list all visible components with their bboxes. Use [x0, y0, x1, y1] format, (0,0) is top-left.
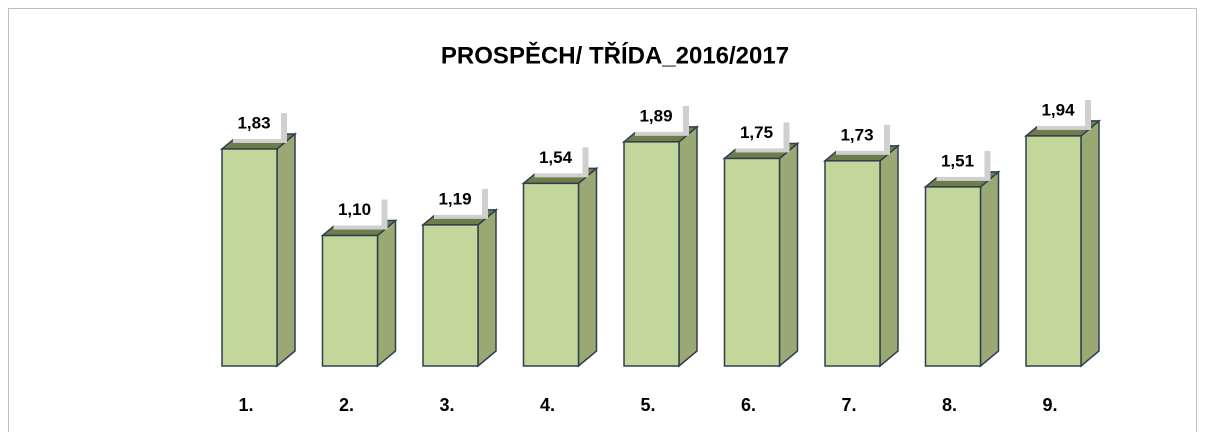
bar — [522, 182, 580, 367]
x-tick-label: 3. — [439, 395, 454, 415]
value-label: 1,75 — [740, 123, 773, 142]
value-label: 1,73 — [840, 125, 873, 144]
value-label-box — [227, 108, 281, 139]
bar-side — [477, 208, 497, 368]
value-label: 1,83 — [237, 113, 270, 132]
bar-side — [879, 144, 899, 368]
value-label: 1,51 — [941, 151, 974, 170]
bar-side — [778, 141, 799, 368]
value-label-box — [729, 118, 784, 149]
bar — [221, 148, 278, 367]
x-tick-label: 7. — [841, 395, 856, 415]
x-tick-label: 9. — [1042, 395, 1057, 415]
value-label: 1,89 — [639, 106, 672, 125]
bar — [824, 160, 881, 367]
value-label: 1,94 — [1041, 100, 1075, 119]
bar — [924, 186, 982, 367]
x-tick-label: 4. — [540, 395, 555, 415]
x-tick-label: 8. — [942, 395, 957, 415]
bar-side — [276, 132, 296, 368]
bar-side — [678, 125, 698, 368]
bar — [422, 224, 479, 367]
bar-side — [376, 218, 397, 368]
bar — [321, 234, 379, 367]
x-tick-label: 6. — [741, 395, 756, 415]
x-tick-label: 5. — [640, 395, 655, 415]
value-label-box — [528, 143, 583, 174]
value-label-box — [930, 146, 985, 177]
x-tick-label: 2. — [339, 395, 354, 415]
value-label: 1,54 — [539, 148, 573, 167]
bar-side — [979, 170, 1000, 368]
chart-frame — [8, 8, 1197, 432]
x-tick-label: 1. — [238, 395, 253, 415]
bar — [1025, 135, 1082, 367]
bar — [723, 157, 781, 367]
value-label-box — [830, 120, 884, 151]
bar-side — [1080, 119, 1100, 368]
bar — [623, 141, 680, 367]
value-label-box — [629, 101, 683, 132]
value-label: 1,10 — [338, 200, 371, 219]
bar-side — [577, 166, 598, 368]
chart-title: PROSPĚCH/ TŘÍDA_2016/2017 — [441, 41, 789, 69]
value-label: 1,19 — [438, 189, 471, 208]
value-label-box — [1031, 95, 1085, 126]
value-label-box — [327, 195, 382, 226]
value-label-box — [428, 184, 482, 215]
